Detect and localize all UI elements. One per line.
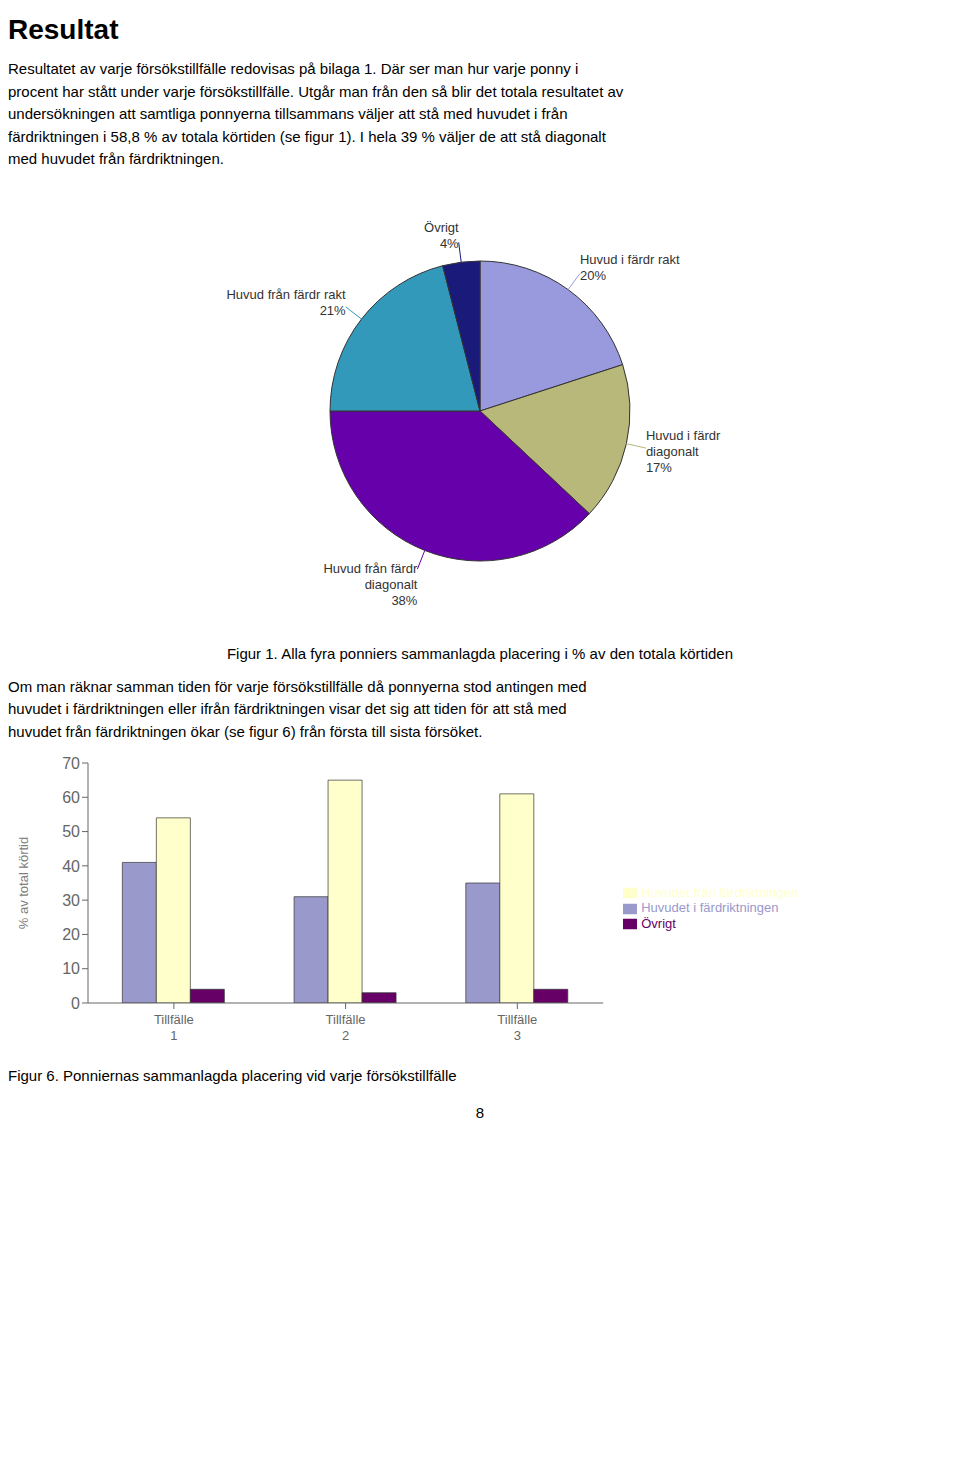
svg-text:Tillfälle3: Tillfälle3 [497, 1012, 537, 1043]
html-text:Resultat: Resultat [8, 14, 119, 45]
svg-text:Övrigt4%: Övrigt4% [424, 219, 459, 250]
svg-text:10: 10 [62, 960, 80, 977]
svg-text:40: 40 [62, 858, 80, 875]
svg-text:0: 0 [71, 995, 80, 1012]
html-text:Resultatet av varje försökstil: Resultatet av varje försökstillfälle red… [8, 60, 624, 167]
html-text:Figur 6. Ponniernas sammanlagd: Figur 6. Ponniernas sammanlagda placerin… [8, 1067, 457, 1084]
svg-text:% av total körtid: % av total körtid [16, 837, 31, 930]
html-text:Om man räknar samman tiden för: Om man räknar samman tiden för varje för… [8, 677, 587, 740]
html-text:Övrigt: Övrigt [641, 915, 676, 931]
svg-text:60: 60 [62, 789, 80, 806]
svg-text:Tillfälle2: Tillfälle2 [326, 1012, 366, 1043]
svg-text:Huvud i färdr rakt20%: Huvud i färdr rakt20% [580, 251, 680, 282]
html-text:8: 8 [475, 1104, 485, 1121]
svg-text:Huvud från färdr rakt21%: Huvud från färdr rakt21% [226, 286, 346, 317]
svg-text:30: 30 [62, 892, 80, 909]
svg-text:70: 70 [62, 755, 80, 772]
svg-text:Huvud från färdrdiagonalt38%: Huvud från färdrdiagonalt38% [323, 560, 418, 607]
svg-text:Huvud i färdrdiagonalt17%: Huvud i färdrdiagonalt17% [646, 427, 721, 474]
svg-text:Tillfälle1: Tillfälle1 [154, 1012, 194, 1043]
html-text:Huvudet i färdriktningen: Huvudet i färdriktningen [641, 900, 779, 916]
svg-text:20: 20 [62, 926, 80, 943]
html-text:Huvudet från färdriktningen: Huvudet från färdriktningen [641, 884, 798, 900]
html-text:Figur 1. Alla fyra ponniers sa: Figur 1. Alla fyra ponniers sammanlagda … [226, 644, 734, 662]
svg-text:50: 50 [62, 823, 80, 840]
